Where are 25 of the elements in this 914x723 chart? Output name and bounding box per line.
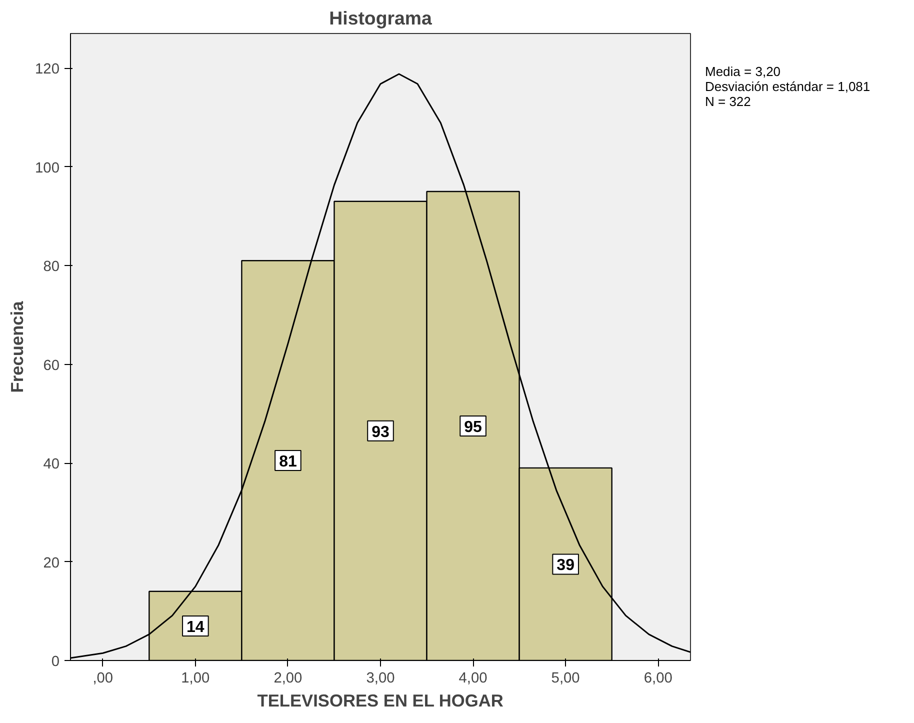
data-label: 39: [556, 557, 575, 574]
x-tick-label: 3,00: [366, 670, 395, 686]
y-tick-label: 80: [43, 259, 60, 276]
y-tick-label: 120: [35, 62, 60, 78]
y-tick-label: 60: [43, 358, 60, 374]
x-tick-label: 2,00: [274, 670, 302, 686]
data-label: 81: [279, 454, 297, 471]
data-label: 14: [186, 618, 204, 636]
text: N = 322: [705, 94, 751, 109]
text: Desviación estándar = 1,081: [705, 78, 870, 94]
y-axis-title: Frecuencia: [7, 300, 28, 393]
y-tick-label: 100: [35, 160, 60, 176]
x-tick-label: 1,00: [181, 670, 210, 686]
x-tick-label: 5,00: [551, 670, 580, 686]
text: Media = 3,20: [705, 64, 781, 79]
y-tick-label: 20: [43, 555, 60, 572]
data-label: 95: [464, 418, 482, 436]
chart-title: Histograma: [329, 8, 432, 28]
y-tick-label: 0: [51, 654, 60, 670]
x-tick-label: 4,00: [458, 670, 488, 686]
data-label: 93: [372, 424, 390, 441]
x-tick-label: ,00: [92, 670, 114, 686]
x-tick-label: 6,00: [644, 670, 672, 686]
x-axis-title: TELEVISORES EN EL HOGAR: [257, 690, 504, 710]
y-tick-label: 40: [43, 456, 60, 473]
